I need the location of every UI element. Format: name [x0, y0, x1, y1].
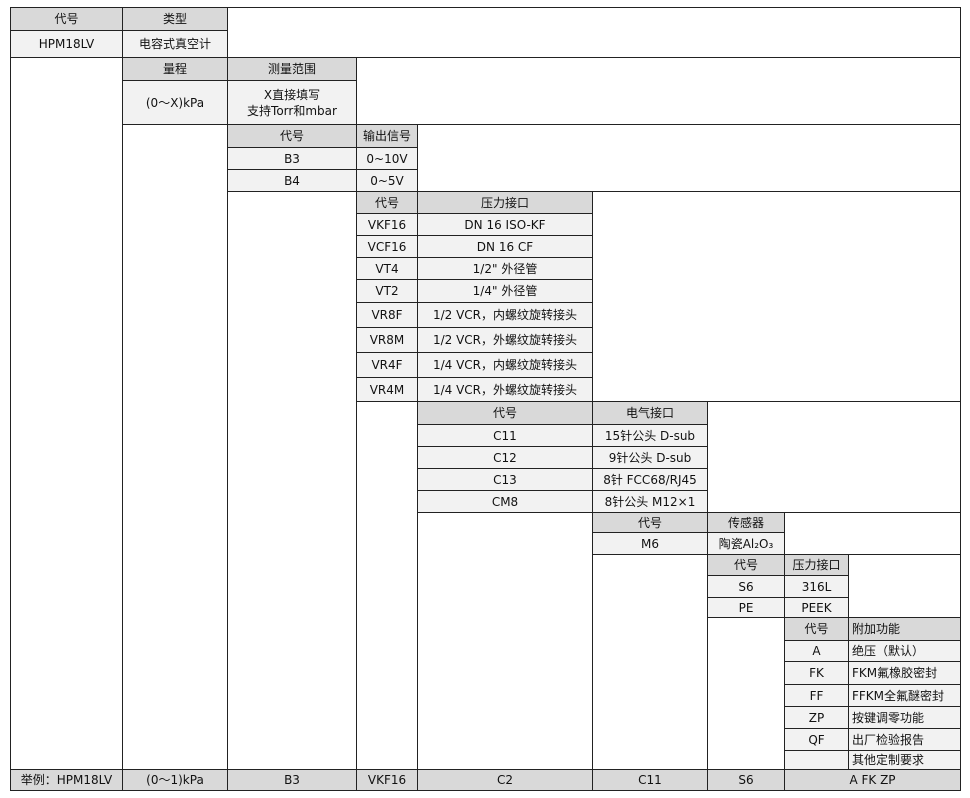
empty-column	[10, 57, 123, 770]
example-cell: C11	[592, 769, 708, 791]
s3-row-desc: 0~5V	[356, 169, 418, 192]
s4-row-desc: 1/4 VCR，内螺纹旋转接头	[417, 352, 593, 378]
s3-row-code: B4	[227, 169, 357, 192]
s4-row-code: VR8M	[356, 327, 418, 353]
example-cell: B3	[227, 769, 357, 791]
s8-row-desc: 按键调零功能	[848, 706, 961, 729]
s6-header-desc: 传感器	[707, 512, 785, 533]
s8-row-code: FF	[784, 684, 849, 707]
s3-row-desc: 0~10V	[356, 147, 418, 170]
s5-row-desc: 8针公头 M12×1	[592, 490, 708, 513]
s4-row-desc: 1/2" 外径管	[417, 257, 593, 280]
s6-header-code: 代号	[592, 512, 708, 533]
s8-row-code: A	[784, 640, 849, 662]
s4-row-code: VT2	[356, 279, 418, 303]
s4-header-code: 代号	[356, 191, 418, 214]
example-cell: (0～1)kPa	[122, 769, 228, 791]
empty-area	[417, 124, 961, 192]
s5-row-desc: 9针公头 D-sub	[592, 446, 708, 469]
s1-row-desc: 电容式真空计	[122, 30, 228, 58]
s4-row-code: VCF16	[356, 235, 418, 258]
empty-column	[592, 554, 708, 770]
s5-header-code: 代号	[417, 401, 593, 425]
s5-row-code: CM8	[417, 490, 593, 513]
s8-row-desc: FFKM全氟醚密封	[848, 684, 961, 707]
s5-row-code: C11	[417, 424, 593, 447]
s5-row-desc: 15针公头 D-sub	[592, 424, 708, 447]
s4-header-desc: 压力接口	[417, 191, 593, 214]
s8-row-code	[784, 750, 849, 770]
s4-row-code: VKF16	[356, 213, 418, 236]
empty-area	[784, 512, 961, 555]
empty-area	[592, 191, 961, 402]
s5-row-desc: 8针 FCC68/RJ45	[592, 468, 708, 491]
s8-header-desc: 附加功能	[848, 617, 961, 641]
s8-row-code: QF	[784, 728, 849, 751]
s4-row-code: VR4F	[356, 352, 418, 378]
s7-header-code: 代号	[707, 554, 785, 576]
s2-header-code: 量程	[122, 57, 228, 81]
s4-row-desc: 1/2 VCR，内螺纹旋转接头	[417, 302, 593, 328]
s4-row-desc: DN 16 CF	[417, 235, 593, 258]
s8-row-code: ZP	[784, 706, 849, 729]
s3-header-desc: 输出信号	[356, 124, 418, 148]
s8-header-code: 代号	[784, 617, 849, 641]
s6-row-code: M6	[592, 532, 708, 555]
example-cell: 举例：HPM18LV	[10, 769, 123, 791]
s7-row-desc: PEEK	[784, 597, 849, 618]
s4-row-desc: 1/4 VCR，外螺纹旋转接头	[417, 377, 593, 402]
example-cell: VKF16	[356, 769, 418, 791]
s7-row-code: S6	[707, 575, 785, 598]
s3-row-code: B3	[227, 147, 357, 170]
s2-row-desc: X直接填写 支持Torr和mbar	[227, 80, 357, 125]
s8-row-desc: 其他定制要求	[848, 750, 961, 770]
empty-area	[356, 57, 961, 125]
s1-header-desc: 类型	[122, 7, 228, 31]
s4-row-desc: DN 16 ISO-KF	[417, 213, 593, 236]
s1-row-code: HPM18LV	[10, 30, 123, 58]
s7-row-desc: 316L	[784, 575, 849, 598]
example-cell: A FK ZP	[784, 769, 961, 791]
empty-column	[227, 191, 357, 770]
empty-column	[356, 401, 418, 770]
empty-area	[707, 401, 961, 513]
empty-area	[227, 7, 961, 58]
s8-row-code: FK	[784, 661, 849, 685]
empty-column	[417, 512, 593, 770]
s4-row-code: VR4M	[356, 377, 418, 402]
empty-column	[122, 124, 228, 770]
s2-header-desc: 测量范围	[227, 57, 357, 81]
s7-header-desc: 压力接口	[784, 554, 849, 576]
empty-area	[848, 554, 961, 618]
s3-header-code: 代号	[227, 124, 357, 148]
s5-row-code: C12	[417, 446, 593, 469]
s4-row-code: VR8F	[356, 302, 418, 328]
s5-header-desc: 电气接口	[592, 401, 708, 425]
example-cell: S6	[707, 769, 785, 791]
example-cell: C2	[417, 769, 593, 791]
s8-row-desc: FKM氟橡胶密封	[848, 661, 961, 685]
s4-row-desc: 1/4" 外径管	[417, 279, 593, 303]
s6-row-desc: 陶瓷Al₂O₃	[707, 532, 785, 555]
s7-row-code: PE	[707, 597, 785, 618]
s5-row-code: C13	[417, 468, 593, 491]
s1-header-code: 代号	[10, 7, 123, 31]
s2-row-code: (0～X)kPa	[122, 80, 228, 125]
s8-row-desc: 出厂检验报告	[848, 728, 961, 751]
s8-row-desc: 绝压（默认）	[848, 640, 961, 662]
empty-column	[707, 617, 785, 770]
s4-row-desc: 1/2 VCR，外螺纹旋转接头	[417, 327, 593, 353]
s4-row-code: VT4	[356, 257, 418, 280]
